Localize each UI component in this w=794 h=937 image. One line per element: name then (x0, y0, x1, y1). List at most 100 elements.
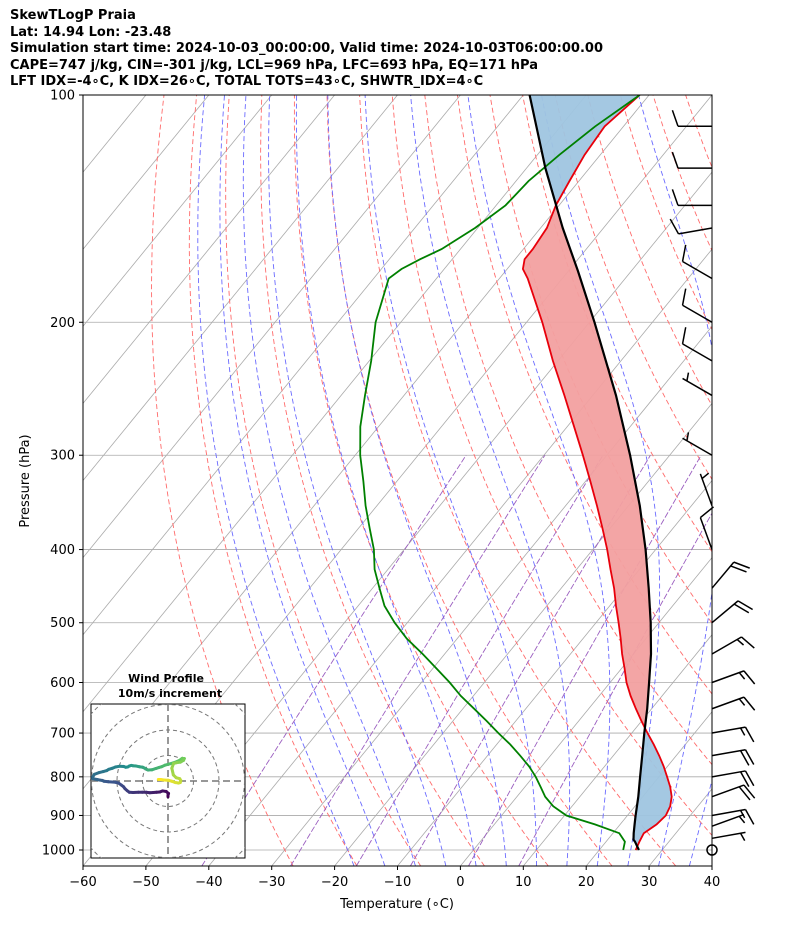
dry-adiabat (522, 95, 712, 553)
wind-barb (711, 813, 746, 827)
y-tick-label: 1000 (42, 844, 75, 859)
isotherm (83, 95, 335, 405)
y-tick-label: 700 (50, 727, 75, 742)
x-tick-label: 40 (704, 875, 721, 890)
x-tick-label: −10 (384, 875, 411, 890)
chart-title: SkewTLogP Praia (10, 8, 136, 23)
isotherm (334, 402, 712, 866)
wind-barb (699, 472, 713, 507)
x-tick-label: −50 (132, 875, 159, 890)
hodograph-subtitle: 10m/s increment (118, 687, 222, 700)
y-tick-label: 400 (50, 543, 75, 558)
y-tick-label: 900 (50, 809, 75, 824)
y-tick-label: 300 (50, 449, 75, 464)
moist-adiabat (638, 95, 712, 866)
mixing-ratio-line (355, 454, 604, 866)
x-axis: −60 −50 −40 −30 −20 −10 0 10 20 30 40 (69, 866, 720, 890)
dry-adiabat (225, 95, 422, 866)
isotherm (208, 248, 712, 866)
wind-barbs (669, 110, 756, 856)
x-tick-label: −60 (69, 875, 96, 890)
wind-barb (711, 770, 755, 787)
x-tick-label: −40 (195, 875, 222, 890)
temperature-profile (521, 95, 673, 851)
hodograph-title: Wind Profile (128, 672, 204, 685)
y-tick-label: 600 (50, 676, 75, 691)
wind-barb (711, 749, 755, 766)
wind-barb (711, 831, 746, 842)
wind-barb (682, 432, 713, 456)
x-tick-label: 30 (641, 875, 658, 890)
dry-adiabat (293, 95, 549, 866)
isotherm (648, 788, 712, 866)
isotherm (460, 556, 712, 866)
wind-barb (711, 561, 750, 589)
moist-adiabat (467, 95, 611, 866)
moist-adiabat (219, 95, 386, 866)
wind-barb (669, 218, 713, 235)
isotherm (83, 95, 461, 559)
isotherm (271, 325, 712, 866)
moist-adiabat (242, 95, 416, 866)
moist-adiabat (410, 95, 571, 866)
isotherm (83, 95, 524, 636)
y-tick-label: 800 (50, 770, 75, 785)
moist-adiabat (327, 95, 507, 866)
hodograph: Wind Profile 10m/s increment (90, 672, 246, 859)
wind-barb (711, 726, 755, 743)
wind-barb (671, 151, 712, 169)
x-tick-label: 0 (456, 875, 464, 890)
wind-barb (681, 244, 713, 280)
isotherm (83, 95, 210, 250)
dry-adiabat (188, 95, 358, 866)
moist-adiabat (268, 95, 447, 866)
times-line: Simulation start time: 2024-10-03_00:00:… (10, 41, 603, 56)
moist-adiabat (364, 95, 537, 866)
dewpoint-profile (359, 95, 641, 851)
wind-barb (711, 670, 756, 685)
wind-barb (711, 600, 754, 624)
moist-adiabat (541, 95, 661, 866)
wind-barb (671, 189, 712, 207)
cape-area (522, 200, 651, 728)
location-line: Lat: 14.94 Lon: -23.48 (10, 24, 172, 40)
isotherm (83, 95, 84, 96)
moist-adiabat (295, 95, 477, 866)
y-tick-label: 100 (50, 89, 75, 104)
dry-adiabat (751, 95, 794, 866)
dry-adiabat (151, 95, 294, 866)
wind-barb (711, 784, 756, 801)
y-axis: 1000 900 800 700 600 500 400 300 200 100 (42, 89, 83, 859)
wind-barb (711, 696, 756, 711)
wind-barb (681, 288, 713, 323)
wind-barb (711, 636, 755, 655)
dry-adiabat (260, 95, 485, 866)
dry-adiabat (326, 95, 613, 866)
isotherm (585, 711, 712, 866)
indices-line-2: LFT IDX=-4∘C, K IDX=26∘C, TOTAL TOTS=43∘… (10, 74, 484, 89)
wind-barb (682, 372, 713, 397)
dry-adiabat (391, 95, 712, 836)
x-tick-label: −20 (321, 875, 348, 890)
x-axis-label: Temperature (∘C) (339, 897, 454, 912)
moist-adiabat (197, 95, 355, 866)
isotherm (711, 865, 712, 866)
dry-adiabat (783, 95, 794, 866)
x-tick-label: −30 (258, 875, 285, 890)
wind-barb (699, 506, 714, 550)
parcel-profile (528, 95, 653, 851)
chart-header: SkewTLogP Praia Lat: 14.94 Lon: -23.48 S… (10, 8, 603, 91)
wind-barb (671, 110, 712, 128)
x-tick-label: 10 (515, 875, 532, 890)
dry-adiabat (718, 95, 794, 866)
y-tick-label: 200 (50, 316, 75, 331)
indices-line-1: CAPE=747 j/kg, CIN=-301 j/kg, LCL=969 hP… (10, 57, 538, 73)
isotherm (83, 95, 398, 482)
mixing-ratio-line (518, 512, 712, 866)
mixing-ratio-line (290, 454, 546, 866)
sounding-profiles (359, 95, 673, 851)
cin-area (529, 95, 640, 201)
isotherm (522, 634, 712, 866)
background-lines (83, 95, 794, 866)
